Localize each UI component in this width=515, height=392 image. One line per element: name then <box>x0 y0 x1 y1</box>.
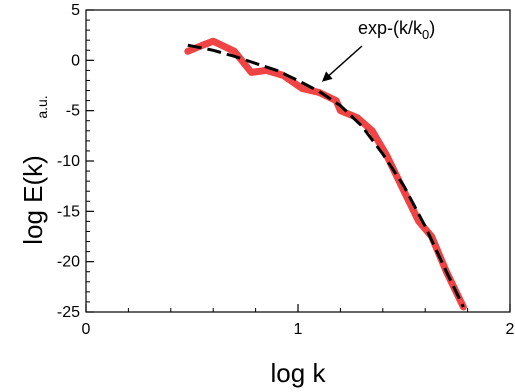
annotation-prefix: exp-(k/k <box>358 18 423 38</box>
y-tick-label: -10 <box>57 153 80 170</box>
annotation-subscript: 0 <box>422 27 429 42</box>
y-tick-label: 5 <box>71 2 80 19</box>
y-tick-label: -15 <box>57 203 80 220</box>
y-tick-label: 0 <box>71 52 80 69</box>
y-tick-label: -20 <box>57 254 80 271</box>
x-tick-label: 2 <box>506 321 515 338</box>
labels: log k log E(k) a.u. exp-(k/k0) <box>18 18 435 388</box>
annotation-arrow <box>321 45 363 82</box>
y-tick-label: -25 <box>57 304 80 321</box>
series-line-fit <box>187 43 465 308</box>
axes: 0 1 2 5 0 -5 -10 -15 -20 -25 <box>57 2 515 338</box>
x-axis-title: log k <box>271 358 327 388</box>
annotation-suffix: ) <box>429 18 435 38</box>
series-line-spectrum <box>184 37 467 311</box>
y-tick-label: -5 <box>66 103 80 120</box>
x-tick-label: 0 <box>82 321 91 338</box>
y-axis-unit: a.u. <box>34 95 50 118</box>
annotation-label: exp-(k/k0) <box>358 18 435 42</box>
plot-area <box>184 37 467 311</box>
x-tick-label: 1 <box>294 321 303 338</box>
y-axis-title: log E(k) <box>18 155 48 245</box>
